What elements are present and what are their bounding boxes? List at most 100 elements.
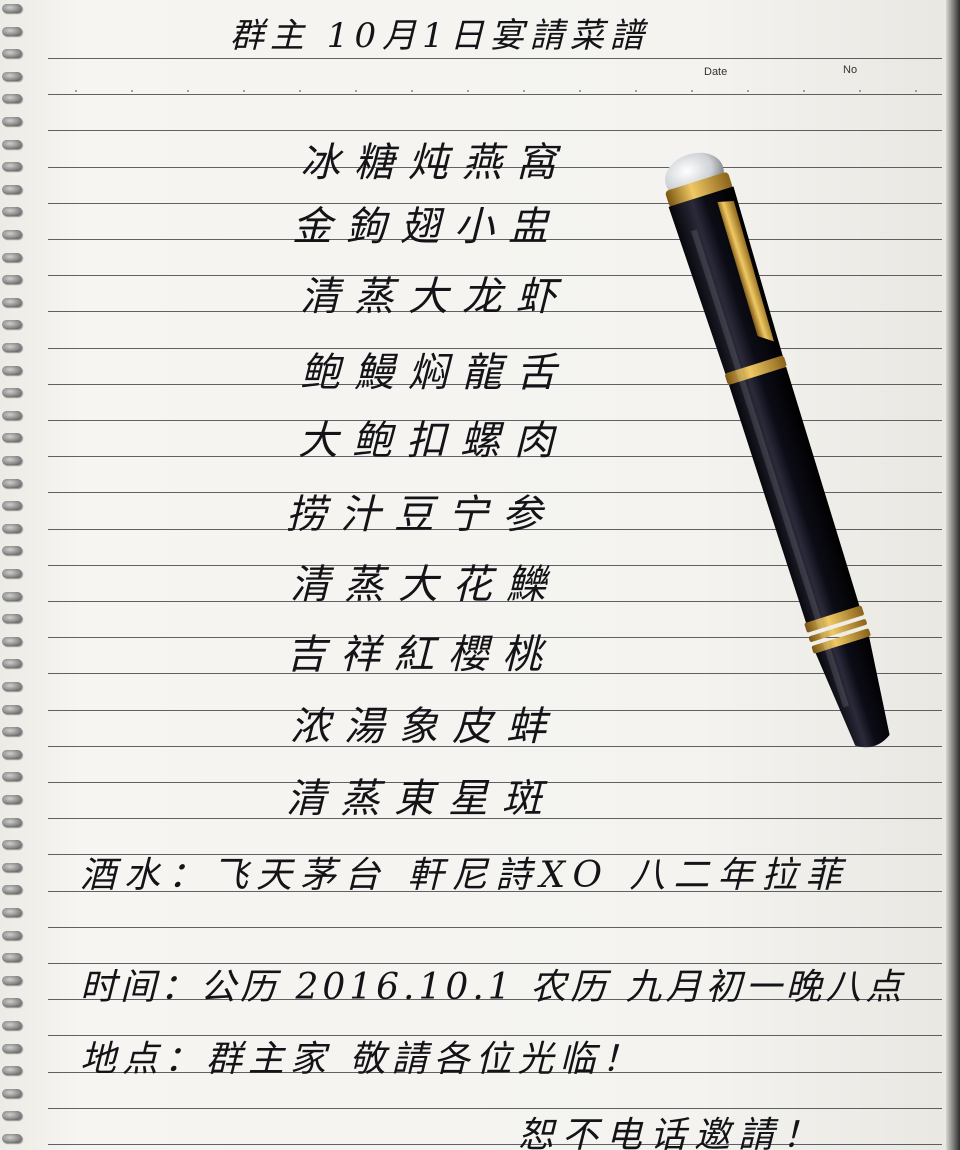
spiral-ring-icon	[2, 501, 22, 510]
spiral-binding	[0, 0, 26, 1150]
ruled-line	[48, 891, 942, 892]
spiral-ring-icon	[2, 253, 22, 262]
ruled-line	[48, 348, 942, 349]
spiral-ring-icon	[2, 185, 22, 194]
ruled-line	[48, 1108, 942, 1109]
date-label: Date	[704, 66, 728, 78]
ruled-line	[48, 456, 942, 457]
spiral-ring-icon	[2, 592, 22, 601]
spiral-ring-icon	[2, 275, 22, 284]
spiral-ring-icon	[2, 1134, 22, 1143]
menu-item: 捞汁豆宁参	[286, 492, 556, 538]
ruled-line	[48, 963, 942, 964]
spiral-ring-icon	[2, 569, 22, 578]
closing-line: 恕不电话邀請！	[518, 1115, 827, 1150]
ruled-line	[48, 239, 942, 240]
menu-item: 大鲍扣螺肉	[298, 418, 568, 464]
ruled-line	[48, 58, 942, 59]
spiral-ring-icon	[2, 750, 22, 759]
spiral-ring-icon	[2, 4, 22, 13]
menu-item: 清蒸東星斑	[286, 776, 556, 822]
page-edge-shadow	[946, 0, 960, 1150]
spiral-ring-icon	[2, 479, 22, 488]
ruled-line	[48, 601, 942, 602]
spiral-ring-icon	[2, 298, 22, 307]
spiral-ring-icon	[2, 908, 22, 917]
spiral-ring-icon	[2, 546, 22, 555]
ruled-line	[48, 818, 942, 819]
ruled-line	[48, 1144, 942, 1145]
ruled-line	[48, 927, 942, 928]
ruled-line	[48, 673, 942, 674]
spiral-ring-icon	[2, 1066, 22, 1075]
ruled-line	[48, 1072, 942, 1073]
spiral-ring-icon	[2, 818, 22, 827]
spiral-ring-icon	[2, 94, 22, 103]
ruled-line	[48, 854, 942, 855]
drinks-line: 酒水：飞天茅台 軒尼詩XO 八二年拉菲	[80, 855, 850, 896]
spiral-ring-icon	[2, 49, 22, 58]
spiral-ring-icon	[2, 433, 22, 442]
spiral-ring-icon	[2, 840, 22, 849]
spiral-ring-icon	[2, 27, 22, 36]
spiral-ring-icon	[2, 863, 22, 872]
menu-item: 金鉤翅小盅	[292, 204, 562, 250]
menu-item: 清蒸大龙虾	[300, 274, 570, 320]
ruled-line	[48, 746, 942, 747]
ruled-line	[48, 94, 942, 95]
ruled-line	[48, 384, 942, 385]
time-line: 时间：公历 2016.10.1 农历 九月初一晚八点	[80, 967, 906, 1008]
spiral-ring-icon	[2, 72, 22, 81]
page-title: 群主 10月1日宴請菜譜	[230, 16, 650, 56]
spiral-ring-icon	[2, 953, 22, 962]
menu-item: 吉祥紅櫻桃	[286, 632, 556, 678]
ruled-line	[48, 492, 942, 493]
ruled-line	[48, 1035, 942, 1036]
no-label: No	[843, 64, 858, 76]
spiral-ring-icon	[2, 140, 22, 149]
spiral-ring-icon	[2, 885, 22, 894]
spiral-ring-icon	[2, 411, 22, 420]
spiral-ring-icon	[2, 524, 22, 533]
ruled-line	[48, 637, 942, 638]
ruled-line	[48, 999, 942, 1000]
spiral-ring-icon	[2, 614, 22, 623]
spiral-ring-icon	[2, 1021, 22, 1030]
spiral-ring-icon	[2, 320, 22, 329]
ruled-line	[48, 420, 942, 421]
ruled-line	[48, 565, 942, 566]
ruled-line	[48, 130, 942, 131]
spiral-ring-icon	[2, 1089, 22, 1098]
ruled-line	[48, 167, 942, 168]
spiral-ring-icon	[2, 659, 22, 668]
ruled-line	[48, 529, 942, 530]
spiral-ring-icon	[2, 388, 22, 397]
header-dotted-line	[48, 90, 942, 92]
spiral-ring-icon	[2, 998, 22, 1007]
place-line: 地点：群主家 敬請各位光临！	[80, 1039, 644, 1080]
spiral-ring-icon	[2, 931, 22, 940]
spiral-ring-icon	[2, 682, 22, 691]
menu-item: 鲍鰻焖龍舌	[300, 350, 570, 396]
ruled-line	[48, 311, 942, 312]
spiral-ring-icon	[2, 343, 22, 352]
spiral-ring-icon	[2, 772, 22, 781]
spiral-ring-icon	[2, 207, 22, 216]
spiral-ring-icon	[2, 456, 22, 465]
menu-item: 清蒸大花鱳	[290, 562, 560, 608]
ruled-line	[48, 275, 942, 276]
ruled-line	[48, 203, 942, 204]
spiral-ring-icon	[2, 230, 22, 239]
spiral-ring-icon	[2, 637, 22, 646]
ruled-line	[48, 782, 942, 783]
spiral-ring-icon	[2, 976, 22, 985]
spiral-ring-icon	[2, 795, 22, 804]
menu-item: 冰糖炖燕窩	[300, 140, 570, 186]
ruled-line	[48, 710, 942, 711]
menu-item: 浓湯象皮蚌	[290, 704, 560, 750]
spiral-ring-icon	[2, 366, 22, 375]
spiral-ring-icon	[2, 705, 22, 714]
spiral-ring-icon	[2, 117, 22, 126]
spiral-ring-icon	[2, 1044, 22, 1053]
